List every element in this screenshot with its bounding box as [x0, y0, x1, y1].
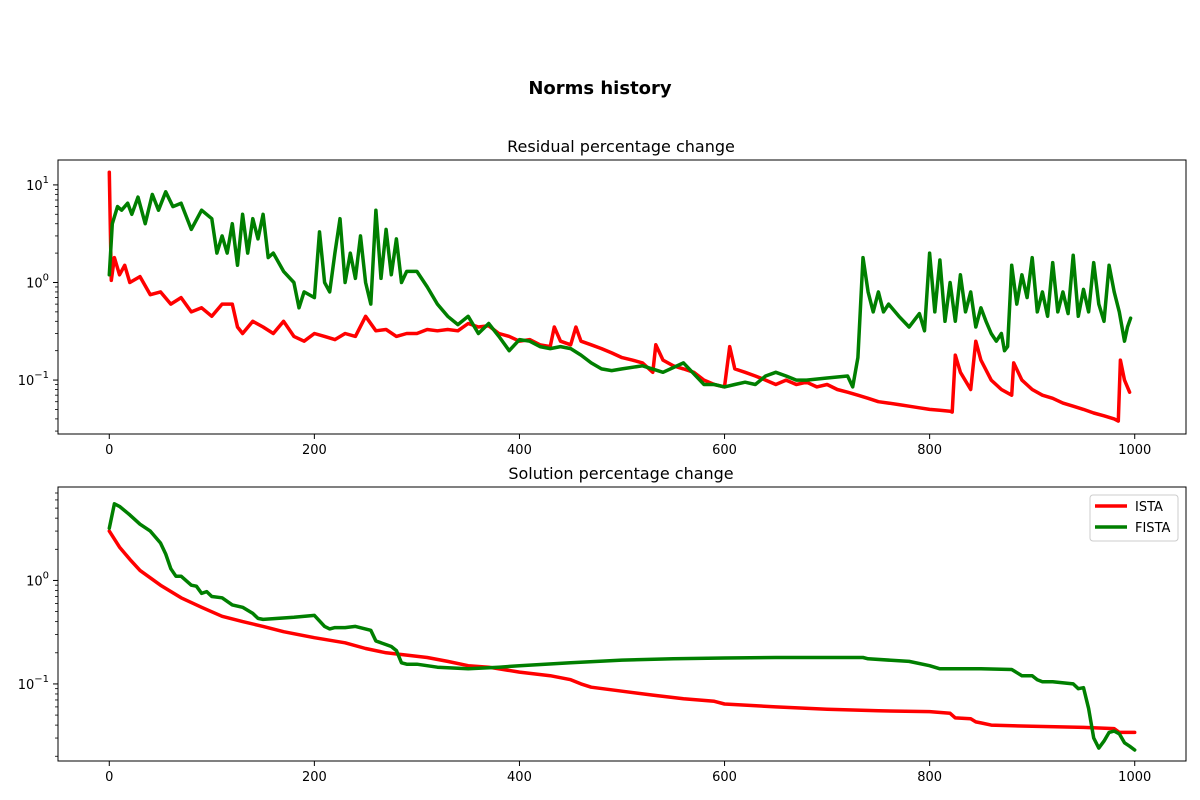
residual-x-tick-label: 200 — [302, 443, 327, 458]
residual-fista-line — [107, 190, 1133, 389]
solution-y-tick-label: 100 — [26, 570, 49, 589]
solution-plot-frame — [57, 486, 1187, 762]
solution-panel-title: Solution percentage change — [508, 464, 733, 483]
solution-x-tick-label: 400 — [507, 770, 532, 785]
residual-x-tick-label: 400 — [507, 443, 532, 458]
residual-x-tick-label: 0 — [105, 443, 113, 458]
solution-ticks: 0 200 400 600 800 1000 10−1 100 — [18, 492, 1151, 785]
residual-panel-title: Residual percentage change — [507, 137, 735, 156]
solution-y-tick-label: 10−1 — [18, 674, 49, 693]
residual-y-tick-label: 101 — [26, 175, 49, 194]
residual-y-tick-label: 10−1 — [18, 370, 49, 389]
residual-lines — [107, 170, 1133, 423]
legend-label-fista: FISTA — [1135, 521, 1170, 536]
solution-fista-line — [107, 502, 1137, 752]
legend: ISTA FISTA — [1089, 494, 1179, 542]
residual-ista-line — [107, 170, 1132, 423]
legend-label-ista: ISTA — [1135, 500, 1163, 515]
solution-x-tick-label: 0 — [105, 770, 113, 785]
residual-x-tick-label: 600 — [712, 443, 737, 458]
residual-x-tick-label: 1000 — [1118, 443, 1151, 458]
solution-x-tick-label: 200 — [302, 770, 327, 785]
solution-x-tick-label: 800 — [917, 770, 942, 785]
solution-ista-line — [107, 529, 1137, 735]
solution-x-tick-label: 600 — [712, 770, 737, 785]
solution-x-tick-label: 1000 — [1118, 770, 1151, 785]
residual-plot-frame — [57, 159, 1187, 435]
residual-ticks: 0 200 400 600 800 1000 10−1 100 101 — [18, 175, 1152, 458]
residual-panel: Residual percentage change 0 200 400 600 800… — [18, 137, 1187, 458]
residual-y-tick-label: 100 — [26, 272, 49, 291]
residual-x-tick-label: 800 — [917, 443, 942, 458]
figure-title: Norms history — [528, 78, 672, 99]
solution-lines — [107, 502, 1137, 752]
solution-panel: Solution percentage change 0 200 400 600 800… — [18, 464, 1187, 785]
